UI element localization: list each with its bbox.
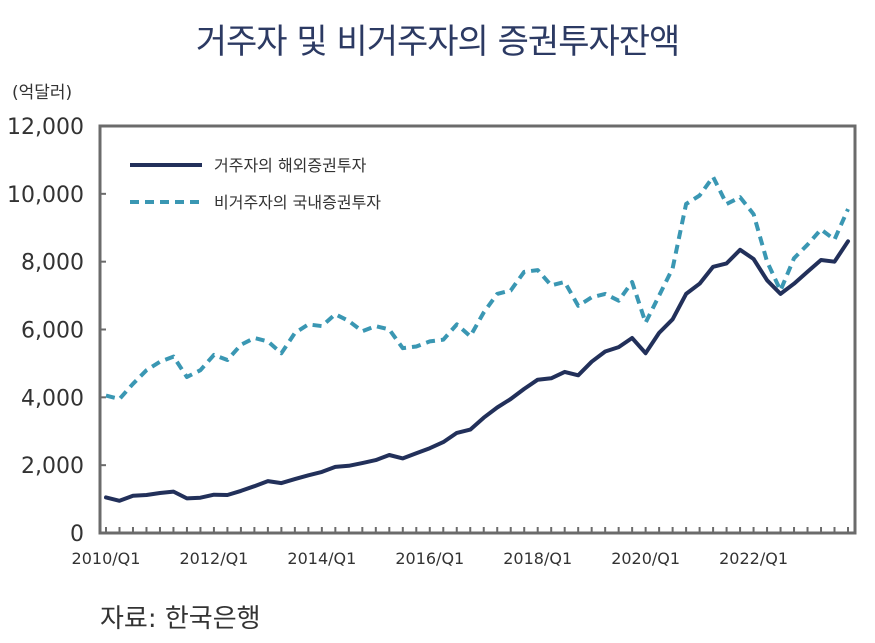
x-tick-label: 2020/Q1 bbox=[611, 549, 680, 568]
x-tick-label: 2012/Q1 bbox=[179, 549, 248, 568]
y-tick-label: 6,000 bbox=[21, 319, 84, 344]
y-tick-label: 10,000 bbox=[7, 183, 84, 208]
y-tick-label: 4,000 bbox=[21, 386, 84, 411]
y-tick-label: 12,000 bbox=[7, 115, 84, 140]
legend-label-2: 비거주자의 국내증권투자 bbox=[214, 193, 381, 212]
y-axis-unit-label: (억달러) bbox=[12, 83, 73, 103]
legend-label-1: 거주자의 해외증권투자 bbox=[214, 156, 367, 175]
x-tick-label: 2016/Q1 bbox=[395, 549, 464, 568]
x-tick-label: 2014/Q1 bbox=[287, 549, 356, 568]
y-tick-label: 0 bbox=[70, 522, 84, 547]
x-tick-label: 2010/Q1 bbox=[72, 549, 141, 568]
x-tick-label: 2018/Q1 bbox=[503, 549, 572, 568]
y-tick-label: 8,000 bbox=[21, 251, 84, 276]
series-line-1 bbox=[104, 239, 850, 503]
plot-frame bbox=[98, 124, 857, 535]
y-tick-label: 2,000 bbox=[21, 454, 84, 479]
chart-title: 거주자 및 비거주자의 증권투자잔액 bbox=[195, 22, 681, 62]
source-note: 자료: 한국은행 bbox=[100, 604, 261, 634]
x-tick-label: 2022/Q1 bbox=[719, 549, 788, 568]
